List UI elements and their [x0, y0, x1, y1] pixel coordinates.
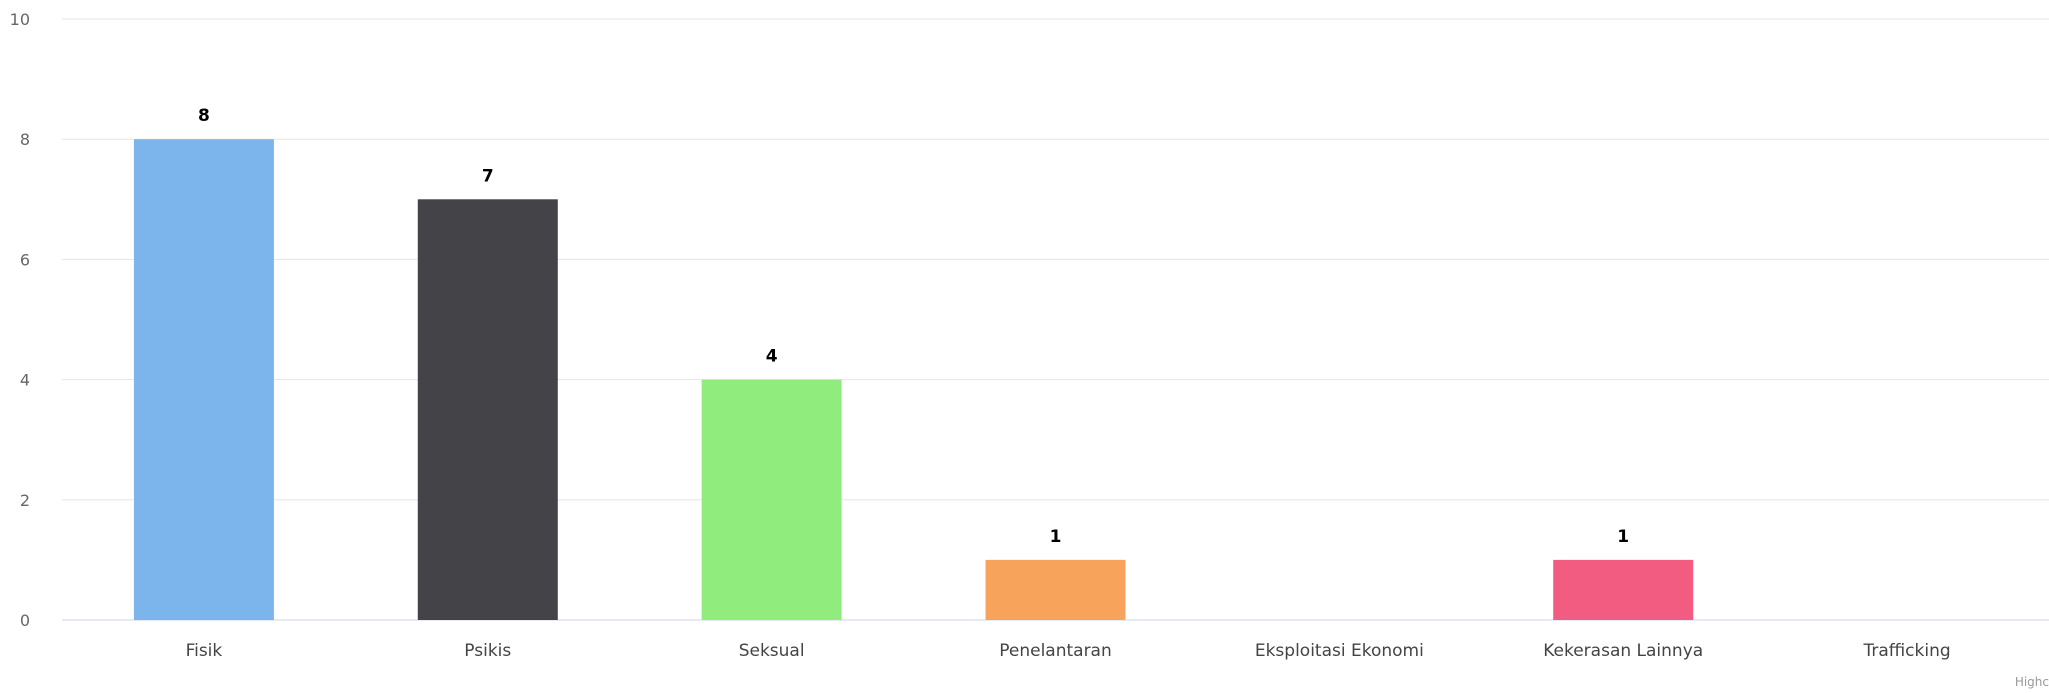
gridlines — [62, 18, 2049, 621]
data-labels: 8 7 4 1 1 — [198, 106, 1629, 547]
bar-fisik — [133, 139, 274, 620]
y-tick-label: 0 — [20, 611, 30, 630]
bar-kekerasan-lainnya — [1553, 559, 1694, 620]
bar-psikis — [417, 199, 558, 621]
x-category-label: Fisik — [186, 641, 223, 661]
y-tick-label: 2 — [20, 491, 30, 510]
y-tick-label: 4 — [20, 371, 30, 390]
x-category-label: Eksploitasi Ekonomi — [1255, 641, 1424, 661]
y-tick-label: 8 — [20, 130, 30, 149]
data-label: 1 — [1617, 527, 1629, 547]
x-category-label: Kekerasan Lainnya — [1543, 641, 1703, 661]
data-label: 7 — [482, 166, 494, 186]
x-category-label: Seksual — [739, 641, 805, 661]
x-category-label: Trafficking — [1862, 641, 1950, 661]
x-category-label: Psikis — [464, 641, 511, 661]
credits-text[interactable]: Highc — [2015, 675, 2049, 689]
bars — [133, 139, 1694, 621]
y-axis: 0 2 4 6 8 10 — [10, 10, 30, 630]
x-category-label: Penelantaran — [999, 641, 1112, 661]
y-tick-label: 6 — [20, 250, 30, 269]
bar-penelantaran — [985, 559, 1126, 620]
x-axis: Fisik Psikis Seksual Penelantaran Eksploitas… — [186, 641, 1951, 661]
data-label: 4 — [766, 347, 778, 367]
y-tick-label: 10 — [10, 10, 30, 29]
data-label: 1 — [1050, 527, 1062, 547]
data-label: 8 — [198, 106, 210, 126]
bar-seksual — [701, 379, 842, 620]
